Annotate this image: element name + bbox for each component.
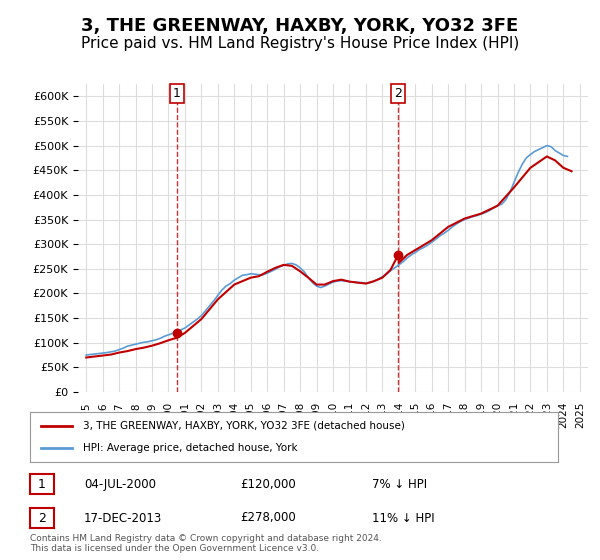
Text: 04-JUL-2000: 04-JUL-2000 [84, 478, 156, 491]
Text: Price paid vs. HM Land Registry's House Price Index (HPI): Price paid vs. HM Land Registry's House … [81, 36, 519, 52]
Text: 1: 1 [173, 87, 181, 100]
Text: Contains HM Land Registry data © Crown copyright and database right 2024.
This d: Contains HM Land Registry data © Crown c… [30, 534, 382, 553]
Text: 2: 2 [394, 87, 402, 100]
Text: 2: 2 [38, 511, 46, 525]
Text: 3, THE GREENWAY, HAXBY, YORK, YO32 3FE (detached house): 3, THE GREENWAY, HAXBY, YORK, YO32 3FE (… [83, 421, 404, 431]
Text: 11% ↓ HPI: 11% ↓ HPI [372, 511, 434, 525]
Text: £278,000: £278,000 [240, 511, 296, 525]
Text: 7% ↓ HPI: 7% ↓ HPI [372, 478, 427, 491]
Text: HPI: Average price, detached house, York: HPI: Average price, detached house, York [83, 443, 298, 453]
Text: £120,000: £120,000 [240, 478, 296, 491]
Text: 1: 1 [38, 478, 46, 491]
Text: 17-DEC-2013: 17-DEC-2013 [84, 511, 162, 525]
Text: 3, THE GREENWAY, HAXBY, YORK, YO32 3FE: 3, THE GREENWAY, HAXBY, YORK, YO32 3FE [82, 17, 518, 35]
